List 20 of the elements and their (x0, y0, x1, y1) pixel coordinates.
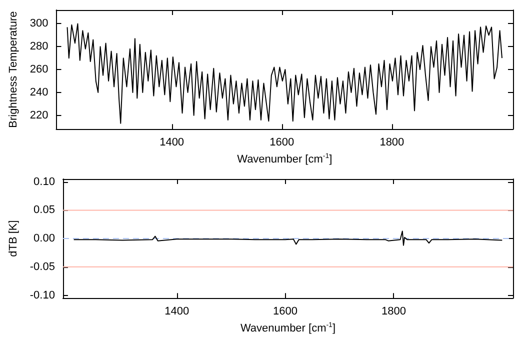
y-tick-label: 240 (30, 86, 48, 98)
y-tick-label: 220 (30, 109, 48, 122)
y-tick-label: 0.00 (34, 232, 55, 245)
y-axis-title: dTB [K] (8, 220, 20, 257)
x-tick-label: 1800 (380, 136, 404, 149)
x-tick-label: 1800 (381, 306, 406, 318)
y-tick-label: 260 (30, 64, 48, 76)
y-tick-label: 0.05 (34, 204, 55, 216)
y-tick-label: 280 (30, 40, 48, 53)
y-axis-title: Brightness Temperature (8, 11, 20, 128)
x-tick-label: 1400 (160, 136, 184, 149)
x-tick-label: 1400 (164, 306, 190, 318)
y-tick-label: 0.10 (34, 176, 55, 188)
y-tick-label: -0.05 (30, 260, 55, 273)
line-series (73, 230, 503, 246)
line-series (66, 23, 502, 124)
x-tick-label: 1600 (273, 306, 298, 318)
y-tick-label: -0.10 (30, 289, 55, 302)
y-tick-label: 300 (30, 18, 48, 30)
x-tick-label: 1600 (270, 136, 294, 149)
